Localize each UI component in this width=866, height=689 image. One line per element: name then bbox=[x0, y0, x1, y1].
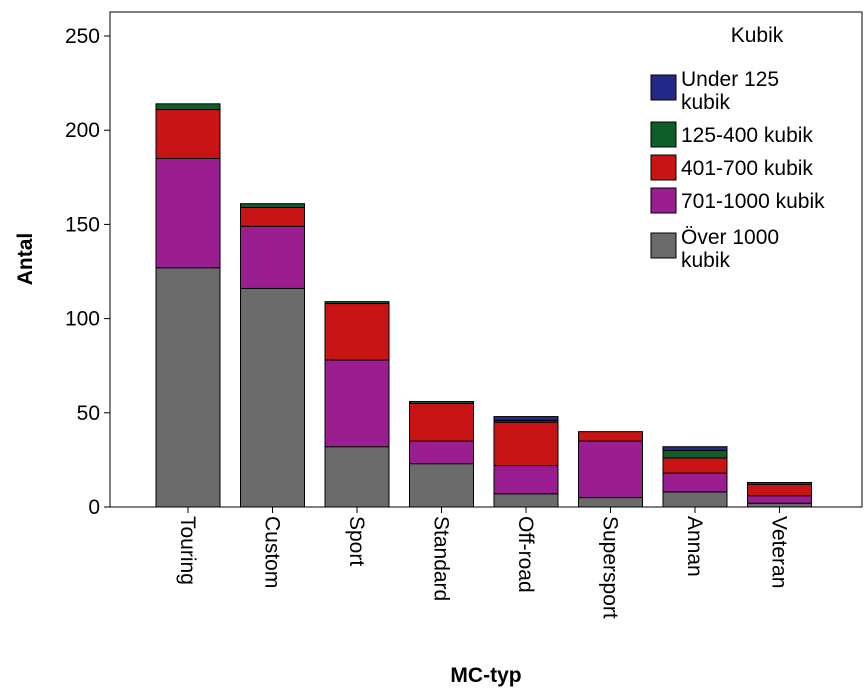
bar-segment bbox=[324, 301, 390, 305]
x-tick-label: Veteran bbox=[768, 516, 791, 588]
legend-label: Under 125 bbox=[681, 68, 779, 91]
x-tick-label: Standard bbox=[430, 516, 453, 601]
bar-segment bbox=[409, 440, 474, 465]
bar-segment bbox=[662, 491, 728, 508]
bar-segment bbox=[662, 449, 728, 459]
bars-group bbox=[155, 103, 812, 508]
x-tick-label: Off-road bbox=[514, 516, 537, 593]
y-tick-label: 200 bbox=[65, 119, 100, 142]
y-tick-label: 150 bbox=[65, 213, 100, 236]
y-tick-label: 50 bbox=[77, 402, 100, 425]
x-tick-label: Supersport bbox=[599, 516, 622, 619]
bar-segment bbox=[662, 457, 728, 474]
bar-segment bbox=[240, 203, 305, 208]
legend-swatch bbox=[650, 154, 677, 181]
y-axis: 0 50 100 150 200 250 bbox=[65, 25, 110, 519]
x-axis-title: MC-typ bbox=[450, 664, 521, 687]
bar-segment bbox=[240, 287, 305, 508]
legend-swatch bbox=[650, 121, 677, 148]
y-axis-title: Antal bbox=[14, 233, 37, 286]
legend-swatch bbox=[650, 74, 677, 101]
bar-segment bbox=[155, 103, 221, 110]
x-tick-label: Custom bbox=[261, 516, 284, 588]
bar-segment bbox=[240, 206, 305, 227]
bar-segment bbox=[493, 493, 559, 508]
x-tick-label: Touring bbox=[176, 516, 199, 585]
bar-segment bbox=[662, 472, 728, 493]
bar-segment bbox=[578, 431, 643, 442]
bar-segment bbox=[155, 108, 221, 159]
bar-segment bbox=[240, 225, 305, 289]
bar-segment bbox=[155, 157, 221, 269]
bar-segment bbox=[747, 495, 812, 504]
bar-segment bbox=[747, 483, 812, 497]
bar-segment bbox=[493, 421, 559, 467]
bar-segment bbox=[747, 482, 812, 485]
legend-title: Kubik bbox=[731, 24, 784, 47]
legend-swatch bbox=[650, 232, 677, 259]
y-tick-label: 250 bbox=[65, 25, 100, 48]
bar-segment bbox=[324, 446, 390, 508]
bar-segment bbox=[409, 400, 474, 404]
legend-label: 125-400 kubik bbox=[681, 124, 813, 147]
plot-frame bbox=[109, 11, 863, 508]
legend-label: Över 1000 bbox=[681, 226, 779, 249]
legend-label: 401-700 kubik bbox=[681, 157, 813, 180]
bar-segment bbox=[493, 465, 559, 495]
x-axis: Touring Custom Sport Standard Off-road Supers… bbox=[176, 507, 791, 619]
x-tick-label: Sport bbox=[345, 516, 368, 566]
bar-segment bbox=[155, 267, 221, 508]
bar-segment bbox=[409, 463, 474, 508]
legend-label: kubik bbox=[681, 91, 731, 114]
bar-segment bbox=[747, 502, 812, 508]
y-tick-label: 100 bbox=[65, 308, 100, 331]
legend-label: kubik bbox=[681, 249, 731, 272]
x-tick-label: Annan bbox=[683, 516, 706, 577]
legend-label: 701-1000 kubik bbox=[681, 190, 825, 213]
bar-segment bbox=[578, 440, 643, 499]
bar-segment bbox=[324, 303, 390, 361]
bar-segment bbox=[324, 359, 390, 448]
bar-segment bbox=[662, 446, 728, 451]
bar-segment bbox=[493, 416, 559, 421]
legend-swatch bbox=[650, 187, 677, 214]
y-tick-label: 0 bbox=[88, 496, 100, 519]
bar-segment bbox=[578, 497, 643, 508]
bar-segment bbox=[409, 402, 474, 442]
